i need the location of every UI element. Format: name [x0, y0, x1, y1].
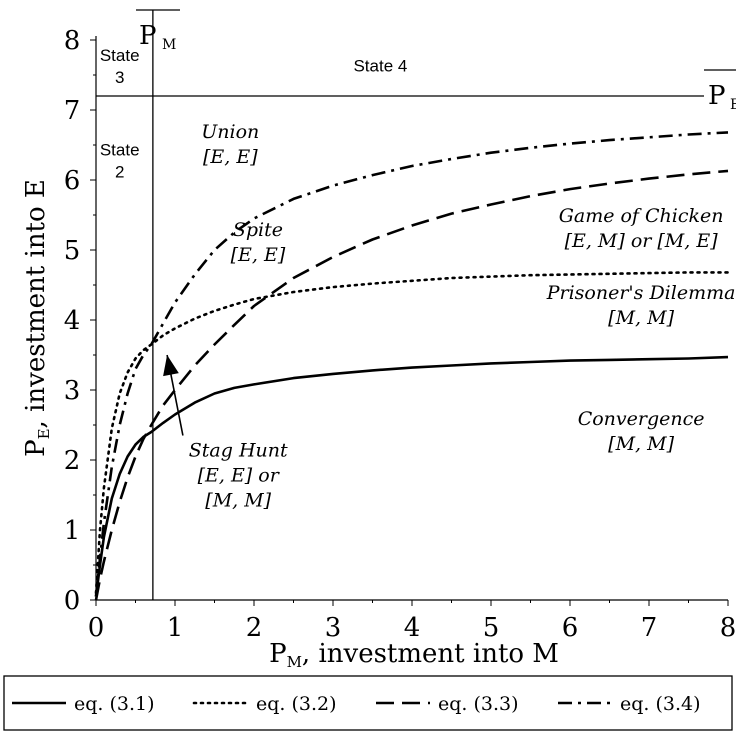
x-tick-label: 2 [246, 613, 263, 643]
region-label-6: [E, E] or [198, 465, 281, 487]
y-tick-label: 8 [64, 26, 81, 56]
x-axis-label: PM, investment into M [269, 639, 559, 671]
pe-label-main: P [708, 81, 726, 111]
series-line-2 [94, 271, 730, 595]
series-line-3 [94, 169, 729, 601]
state-label-3: State [100, 141, 140, 160]
region-label-4: Prisoner's Dilemma [546, 282, 736, 304]
y-tick-label: 0 [64, 586, 81, 616]
region-label-2: Spite [233, 219, 283, 241]
legend-label-4: eq. (3.4) [620, 693, 701, 715]
legend-box [3, 675, 733, 731]
y-tick-label: 4 [64, 306, 81, 336]
pm-label-sub: M [162, 37, 176, 53]
legend-label-3: eq. (3.3) [438, 693, 519, 715]
y-tick-label: 6 [64, 166, 81, 196]
series-line-1 [94, 355, 729, 597]
region-label-4: [M, M] [608, 307, 674, 329]
arrow-head [163, 355, 179, 377]
region-label-1: Union [201, 121, 259, 143]
region-label-5: Convergence [578, 408, 705, 430]
legend-label-1: eq. (3.1) [74, 693, 155, 715]
y-tick-label: 7 [64, 96, 81, 126]
pe-label-sub: E [730, 97, 736, 113]
y-tick-label: 1 [64, 516, 81, 546]
legend-label-2: eq. (3.2) [256, 693, 337, 715]
x-tick-label: 7 [641, 613, 658, 643]
x-tick-label: 1 [167, 613, 184, 643]
state-label-3: 2 [115, 163, 124, 182]
y-tick-label: 5 [64, 236, 81, 266]
x-tick-label: 8 [720, 613, 736, 643]
x-tick-label: 6 [562, 613, 579, 643]
state-label-1: State [100, 46, 140, 65]
series-line-4 [94, 131, 729, 597]
region-label-2: [E, E] [231, 244, 286, 266]
y-tick-label: 2 [64, 446, 81, 476]
region-label-5: [M, M] [608, 433, 674, 455]
x-tick-label: 0 [88, 613, 105, 643]
state-label-1: 3 [115, 68, 124, 87]
x-tick-label: 3 [325, 613, 342, 643]
region-label-6: Stag Hunt [189, 440, 288, 462]
region-label-3: Game of Chicken [559, 205, 724, 227]
region-label-6: [M, M] [205, 490, 271, 512]
y-axis-label: PE, investment into E [21, 179, 53, 457]
y-tick-label: 3 [64, 376, 81, 406]
x-tick-label: 5 [483, 613, 500, 643]
pm-label-main: P [139, 21, 157, 51]
state-label-2: State 4 [353, 57, 407, 76]
region-label-1: [E, E] [203, 146, 258, 168]
x-tick-label: 4 [404, 613, 421, 643]
region-label-3: [E, M] or [M, E] [565, 230, 719, 252]
